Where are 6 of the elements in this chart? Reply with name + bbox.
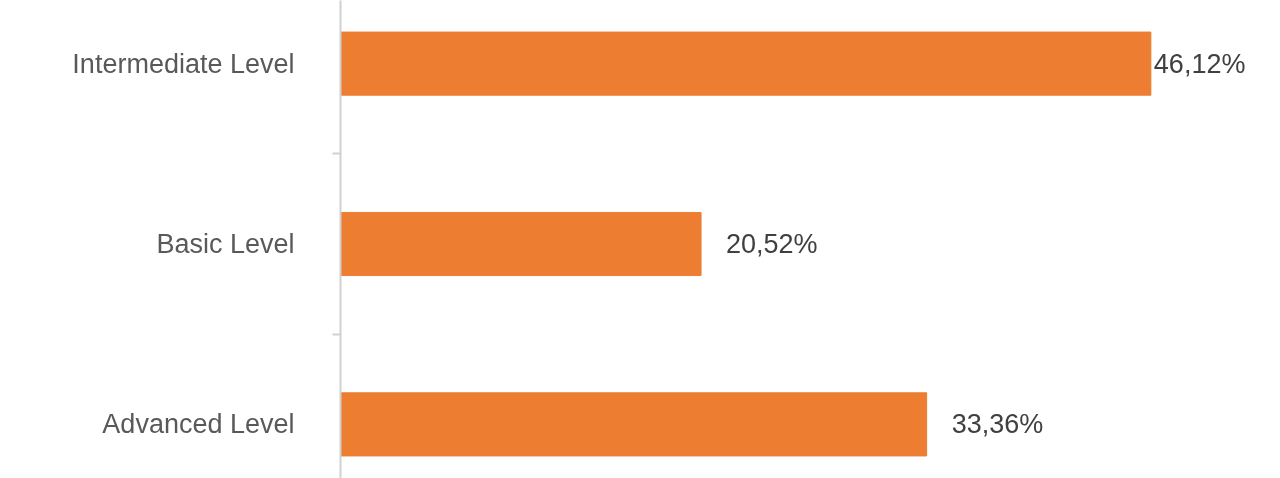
data-label: 20,52% — [726, 229, 818, 260]
data-label: 46,12% — [1153, 48, 1246, 79]
y-tick-label: Basic Level — [156, 229, 295, 260]
y-tick-label: Intermediate Level — [72, 48, 295, 79]
data-label: 33,36% — [951, 409, 1044, 440]
y-tick-label: Advanced Level — [102, 409, 295, 440]
